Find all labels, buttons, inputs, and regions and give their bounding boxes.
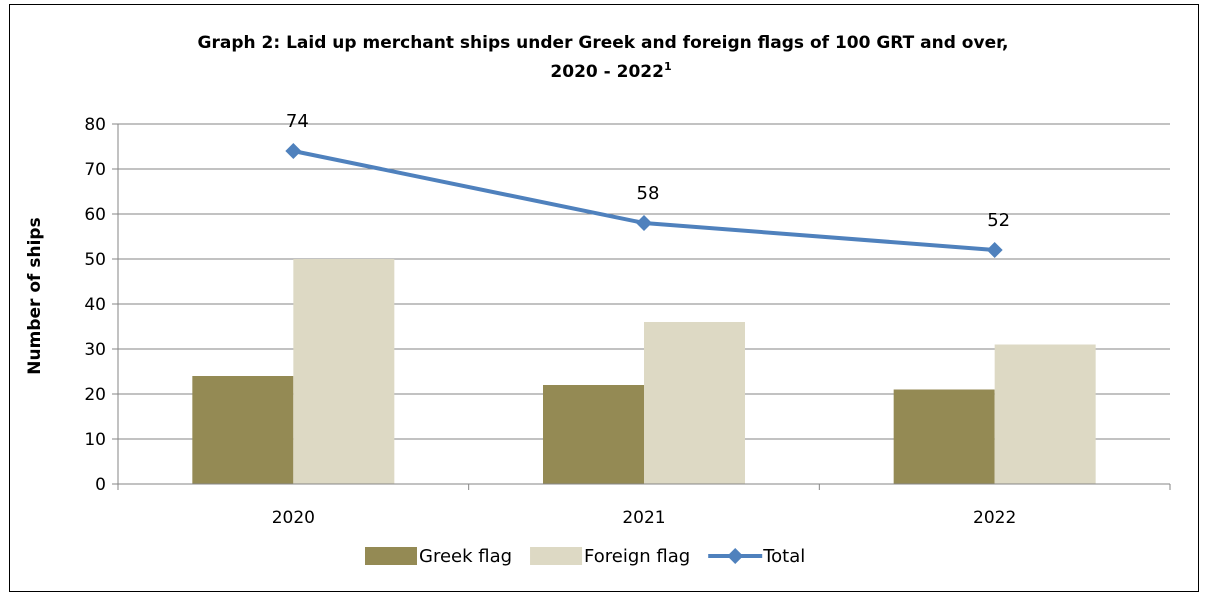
x-axis-ticks: 2020 2021 2022 bbox=[117, 484, 1171, 528]
bar-foreign-flag-2022 bbox=[994, 344, 1096, 484]
chart-title: Graph 2: Laid up merchant ships under Gr… bbox=[198, 33, 1009, 82]
chart-title-line2: 2020 - 20221 bbox=[550, 60, 671, 82]
data-label-total-2020: 74 bbox=[286, 111, 309, 132]
y-tick-label: 20 bbox=[84, 385, 106, 405]
y-tick-label: 50 bbox=[84, 250, 106, 270]
x-tick-label: 2021 bbox=[622, 508, 665, 528]
y-axis-ticks: 0 10 20 30 40 50 60 70 80 bbox=[84, 115, 118, 495]
total-marker-2022 bbox=[986, 242, 1003, 258]
chart-title-line1: Graph 2: Laid up merchant ships under Gr… bbox=[198, 33, 1009, 53]
chart-title-footnote-mark: 1 bbox=[664, 60, 672, 73]
y-tick-label: 60 bbox=[84, 205, 106, 225]
data-labels: 74 58 52 bbox=[286, 111, 1010, 231]
legend-marker-total bbox=[727, 548, 744, 564]
y-tick-label: 30 bbox=[84, 340, 106, 360]
chart-title-years: 2020 - 2022 bbox=[550, 62, 664, 82]
x-tick-label: 2022 bbox=[973, 508, 1016, 528]
y-tick-label: 40 bbox=[84, 295, 106, 315]
total-line-series bbox=[285, 143, 1003, 258]
legend-swatch-foreign-flag bbox=[530, 547, 583, 565]
bar-foreign-flag-2021 bbox=[644, 322, 745, 484]
chart-frame bbox=[9, 4, 1199, 592]
bar-foreign-flag-2020 bbox=[293, 259, 395, 484]
bar-greek-flag-2021 bbox=[543, 385, 644, 484]
y-tick-label: 70 bbox=[84, 160, 106, 180]
legend-swatch-greek-flag bbox=[365, 547, 417, 565]
total-marker-2020 bbox=[285, 143, 302, 159]
x-tick-label: 2020 bbox=[272, 508, 315, 528]
bar-greek-flag-2022 bbox=[893, 389, 995, 484]
legend: Greek flag Foreign flag Total bbox=[365, 546, 805, 567]
legend-label-total: Total bbox=[762, 546, 805, 567]
y-tick-label: 10 bbox=[84, 430, 106, 450]
data-label-total-2021: 58 bbox=[637, 183, 660, 204]
y-tick-label: 0 bbox=[95, 475, 106, 495]
bar-greek-flag-2020 bbox=[192, 376, 294, 484]
axes bbox=[117, 124, 1170, 485]
data-label-total-2022: 52 bbox=[987, 210, 1010, 231]
legend-label-foreign-flag: Foreign flag bbox=[584, 546, 690, 567]
y-tick-label: 80 bbox=[84, 115, 106, 135]
legend-label-greek-flag: Greek flag bbox=[419, 546, 512, 567]
total-marker-2021 bbox=[636, 215, 652, 231]
y-axis-label: Number of ships bbox=[25, 217, 45, 374]
bars bbox=[192, 259, 1096, 484]
